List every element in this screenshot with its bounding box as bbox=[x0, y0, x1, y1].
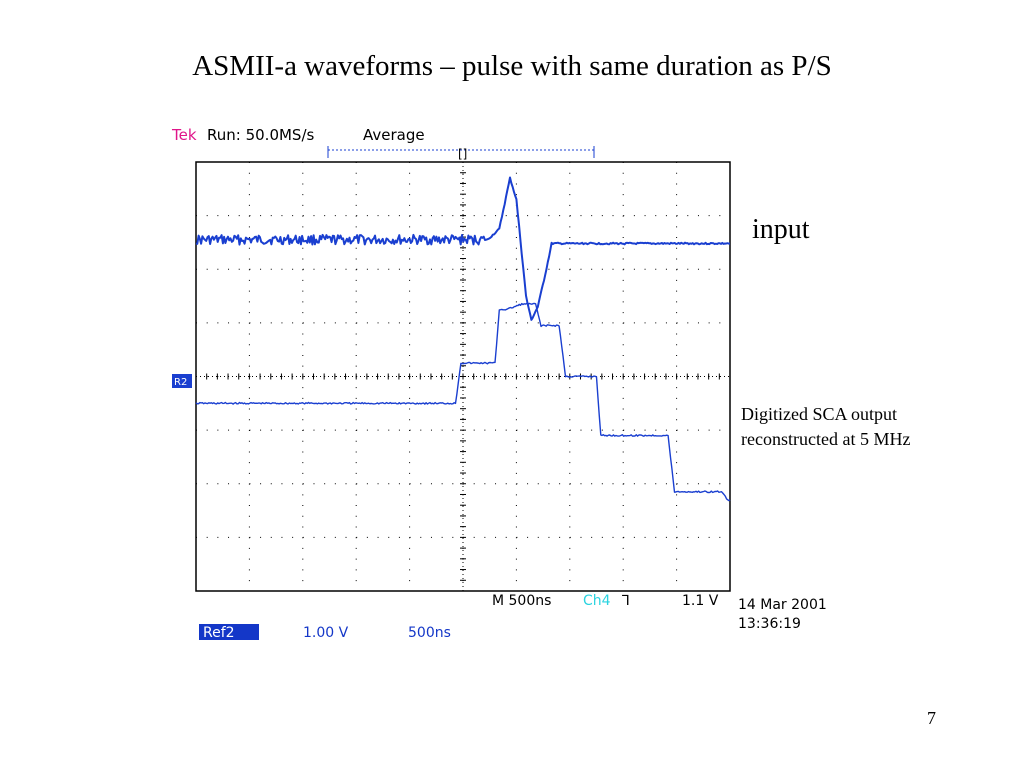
capture-time: 13:36:19 bbox=[738, 616, 801, 632]
trigger-channel: Ch4 bbox=[583, 593, 611, 609]
trigger-level: 1.1 V bbox=[682, 593, 719, 609]
scope-run-rate: Run: 50.0MS/s bbox=[207, 126, 314, 144]
ref-name: Ref2 bbox=[203, 625, 235, 641]
ref-volts-per-div: 1.00 V bbox=[303, 625, 349, 641]
ref-marker-label: R2 bbox=[174, 377, 187, 388]
trigger-slope-icon: ⅂ bbox=[622, 593, 630, 609]
input-trace-label: input bbox=[752, 214, 810, 246]
page-number: 7 bbox=[927, 708, 936, 729]
timebase-readout: M 500ns bbox=[492, 593, 551, 609]
output-trace-label: Digitized SCA output reconstructed at 5 … bbox=[741, 402, 910, 452]
ref-time-per-div: 500ns bbox=[408, 625, 451, 641]
trigger-position-marker: [] bbox=[458, 147, 467, 161]
scope-acq-mode: Average bbox=[363, 126, 425, 144]
capture-date: 14 Mar 2001 bbox=[738, 597, 827, 613]
output-label-line1: Digitized SCA output bbox=[741, 402, 910, 427]
graticule-center-axes bbox=[196, 162, 730, 591]
scope-brand: Tek bbox=[171, 126, 197, 144]
output-label-line2: reconstructed at 5 MHz bbox=[741, 427, 910, 452]
